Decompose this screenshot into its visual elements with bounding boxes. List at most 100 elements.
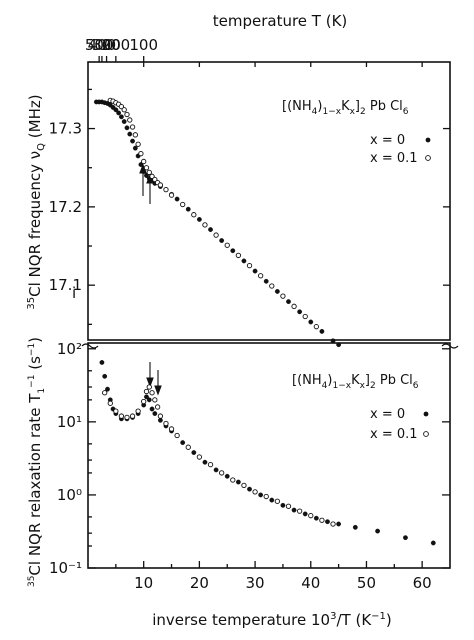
top-point-x01 — [180, 201, 186, 208]
top-point-x0 — [121, 119, 127, 124]
bottom-panel-frame — [87, 342, 451, 569]
bottom-legend-marker-open — [423, 431, 429, 437]
bottom-point-x0 — [302, 511, 308, 517]
bottom-point-x01 — [149, 390, 155, 396]
bottom-point-x0 — [258, 492, 264, 498]
bottom-peak-arrows — [146, 362, 162, 396]
top-point-x01 — [246, 262, 253, 269]
bottom-point-x0 — [235, 479, 241, 485]
bottom-point-x01 — [152, 397, 158, 403]
bottom-point-x0 — [191, 450, 197, 455]
bottom-point-x01 — [296, 508, 303, 514]
top-temperature-tick-label: 200 — [102, 36, 131, 54]
top-point-x01 — [157, 182, 164, 188]
top-temperature-tick-label: 500 — [85, 36, 114, 54]
bottom-point-x0 — [99, 360, 105, 365]
bottom-point-x01 — [285, 503, 292, 509]
top-point-x0 — [308, 319, 314, 325]
top-temperature-tick-label: 300 — [92, 36, 121, 54]
bottom-x-tick-label: 20 — [190, 574, 209, 592]
bottom-point-x0 — [313, 515, 319, 521]
top-legend-marker-filled — [425, 137, 431, 143]
top-point-x0 — [116, 110, 122, 116]
top-point-x01 — [124, 111, 130, 118]
bottom-point-x0 — [152, 411, 158, 416]
bottom-y-tick-label: 10¹ — [57, 413, 82, 431]
top-point-x01 — [168, 192, 175, 198]
bottom-point-x01 — [185, 444, 191, 450]
bottom-x-tick-label: 60 — [413, 574, 432, 592]
bottom-point-x0 — [213, 467, 219, 473]
bottom-point-x01 — [135, 408, 141, 414]
bottom-point-x0 — [224, 473, 230, 479]
points-layer — [93, 97, 436, 546]
bottom-point-x0 — [247, 486, 252, 492]
top-point-x0 — [130, 138, 135, 144]
top-point-x01 — [143, 165, 150, 171]
bottom-point-x01 — [157, 413, 164, 419]
bottom-point-x0 — [280, 502, 286, 508]
bottom-point-x01 — [252, 489, 258, 495]
bottom-point-x01 — [118, 413, 125, 419]
bottom-point-x0 — [102, 373, 108, 379]
top-point-x01 — [257, 273, 264, 279]
bottom-point-x01 — [129, 413, 136, 419]
bottom-x-tick-label: 50 — [357, 574, 376, 592]
bottom-y-tick-label: 10⁰ — [57, 486, 82, 504]
bottom-point-x01 — [154, 404, 161, 410]
top-point-x0 — [252, 268, 258, 274]
top-legend-marker-open — [425, 155, 431, 161]
bottom-point-x01 — [330, 521, 336, 527]
top-legend-entry-x0: x = 0 — [370, 133, 405, 148]
bottom-point-x01 — [174, 432, 180, 439]
bottom-point-x01 — [308, 513, 314, 519]
bottom-point-x01 — [113, 408, 119, 414]
top-point-x01 — [235, 252, 242, 259]
bottom-y-tick-label: 10⁻¹ — [49, 559, 82, 577]
top-point-x0 — [274, 289, 280, 294]
bottom-point-x01 — [196, 454, 203, 460]
bottom-point-x01 — [141, 398, 147, 405]
bottom-arrow-1-head — [146, 377, 154, 388]
bottom-point-x0 — [291, 507, 297, 513]
top-point-x0 — [241, 258, 247, 264]
bottom-point-x01 — [274, 498, 281, 504]
bottom-point-x0 — [269, 497, 275, 503]
bottom-point-x0 — [352, 524, 358, 530]
bottom-point-x0 — [325, 519, 330, 525]
top-point-x0 — [119, 114, 124, 120]
top-point-x01 — [129, 124, 136, 130]
top-point-x01 — [132, 132, 138, 138]
top-point-x0 — [263, 278, 269, 284]
top-point-x0 — [286, 299, 291, 305]
bottom-legend-entry-x0: x = 0 — [370, 407, 405, 422]
bottom-point-x01 — [319, 517, 325, 523]
bottom-point-x01 — [124, 414, 130, 421]
bottom-point-x0 — [403, 535, 408, 541]
top-temperature-tick-label: 400 — [88, 36, 117, 54]
top-point-x01 — [135, 141, 141, 147]
top-point-x0 — [196, 217, 202, 222]
top-point-x01 — [138, 150, 144, 157]
bottom-point-x0 — [157, 417, 163, 423]
bottom-point-x01 — [168, 426, 175, 432]
top-point-x0 — [208, 227, 213, 232]
top-point-x0 — [319, 328, 325, 334]
top-point-x0 — [230, 248, 236, 254]
bottom-x-tick-label: 40 — [301, 574, 320, 592]
bottom-point-x0 — [149, 406, 155, 412]
bottom-point-x0 — [202, 459, 208, 465]
bottom-y-axis-title: 35Cl NQR relaxation rate T1−1 (s−1) — [26, 337, 47, 587]
bottom-point-x0 — [336, 521, 342, 527]
top-point-x01 — [302, 313, 308, 320]
bottom-point-x0 — [144, 394, 149, 400]
bottom-point-x01 — [219, 470, 225, 476]
top-point-x01 — [121, 107, 127, 113]
top-y-tick-label: 17.2 — [49, 198, 82, 216]
top-axis-title: temperature T (K) — [213, 12, 348, 30]
bottom-legend-marker-filled — [423, 411, 429, 417]
top-legend: [(NH4)1−xKx]2 Pb Cl6 x = 0 x = 0.1 — [282, 99, 431, 166]
top-point-x0 — [330, 338, 336, 344]
axis-break-right — [441, 343, 459, 349]
